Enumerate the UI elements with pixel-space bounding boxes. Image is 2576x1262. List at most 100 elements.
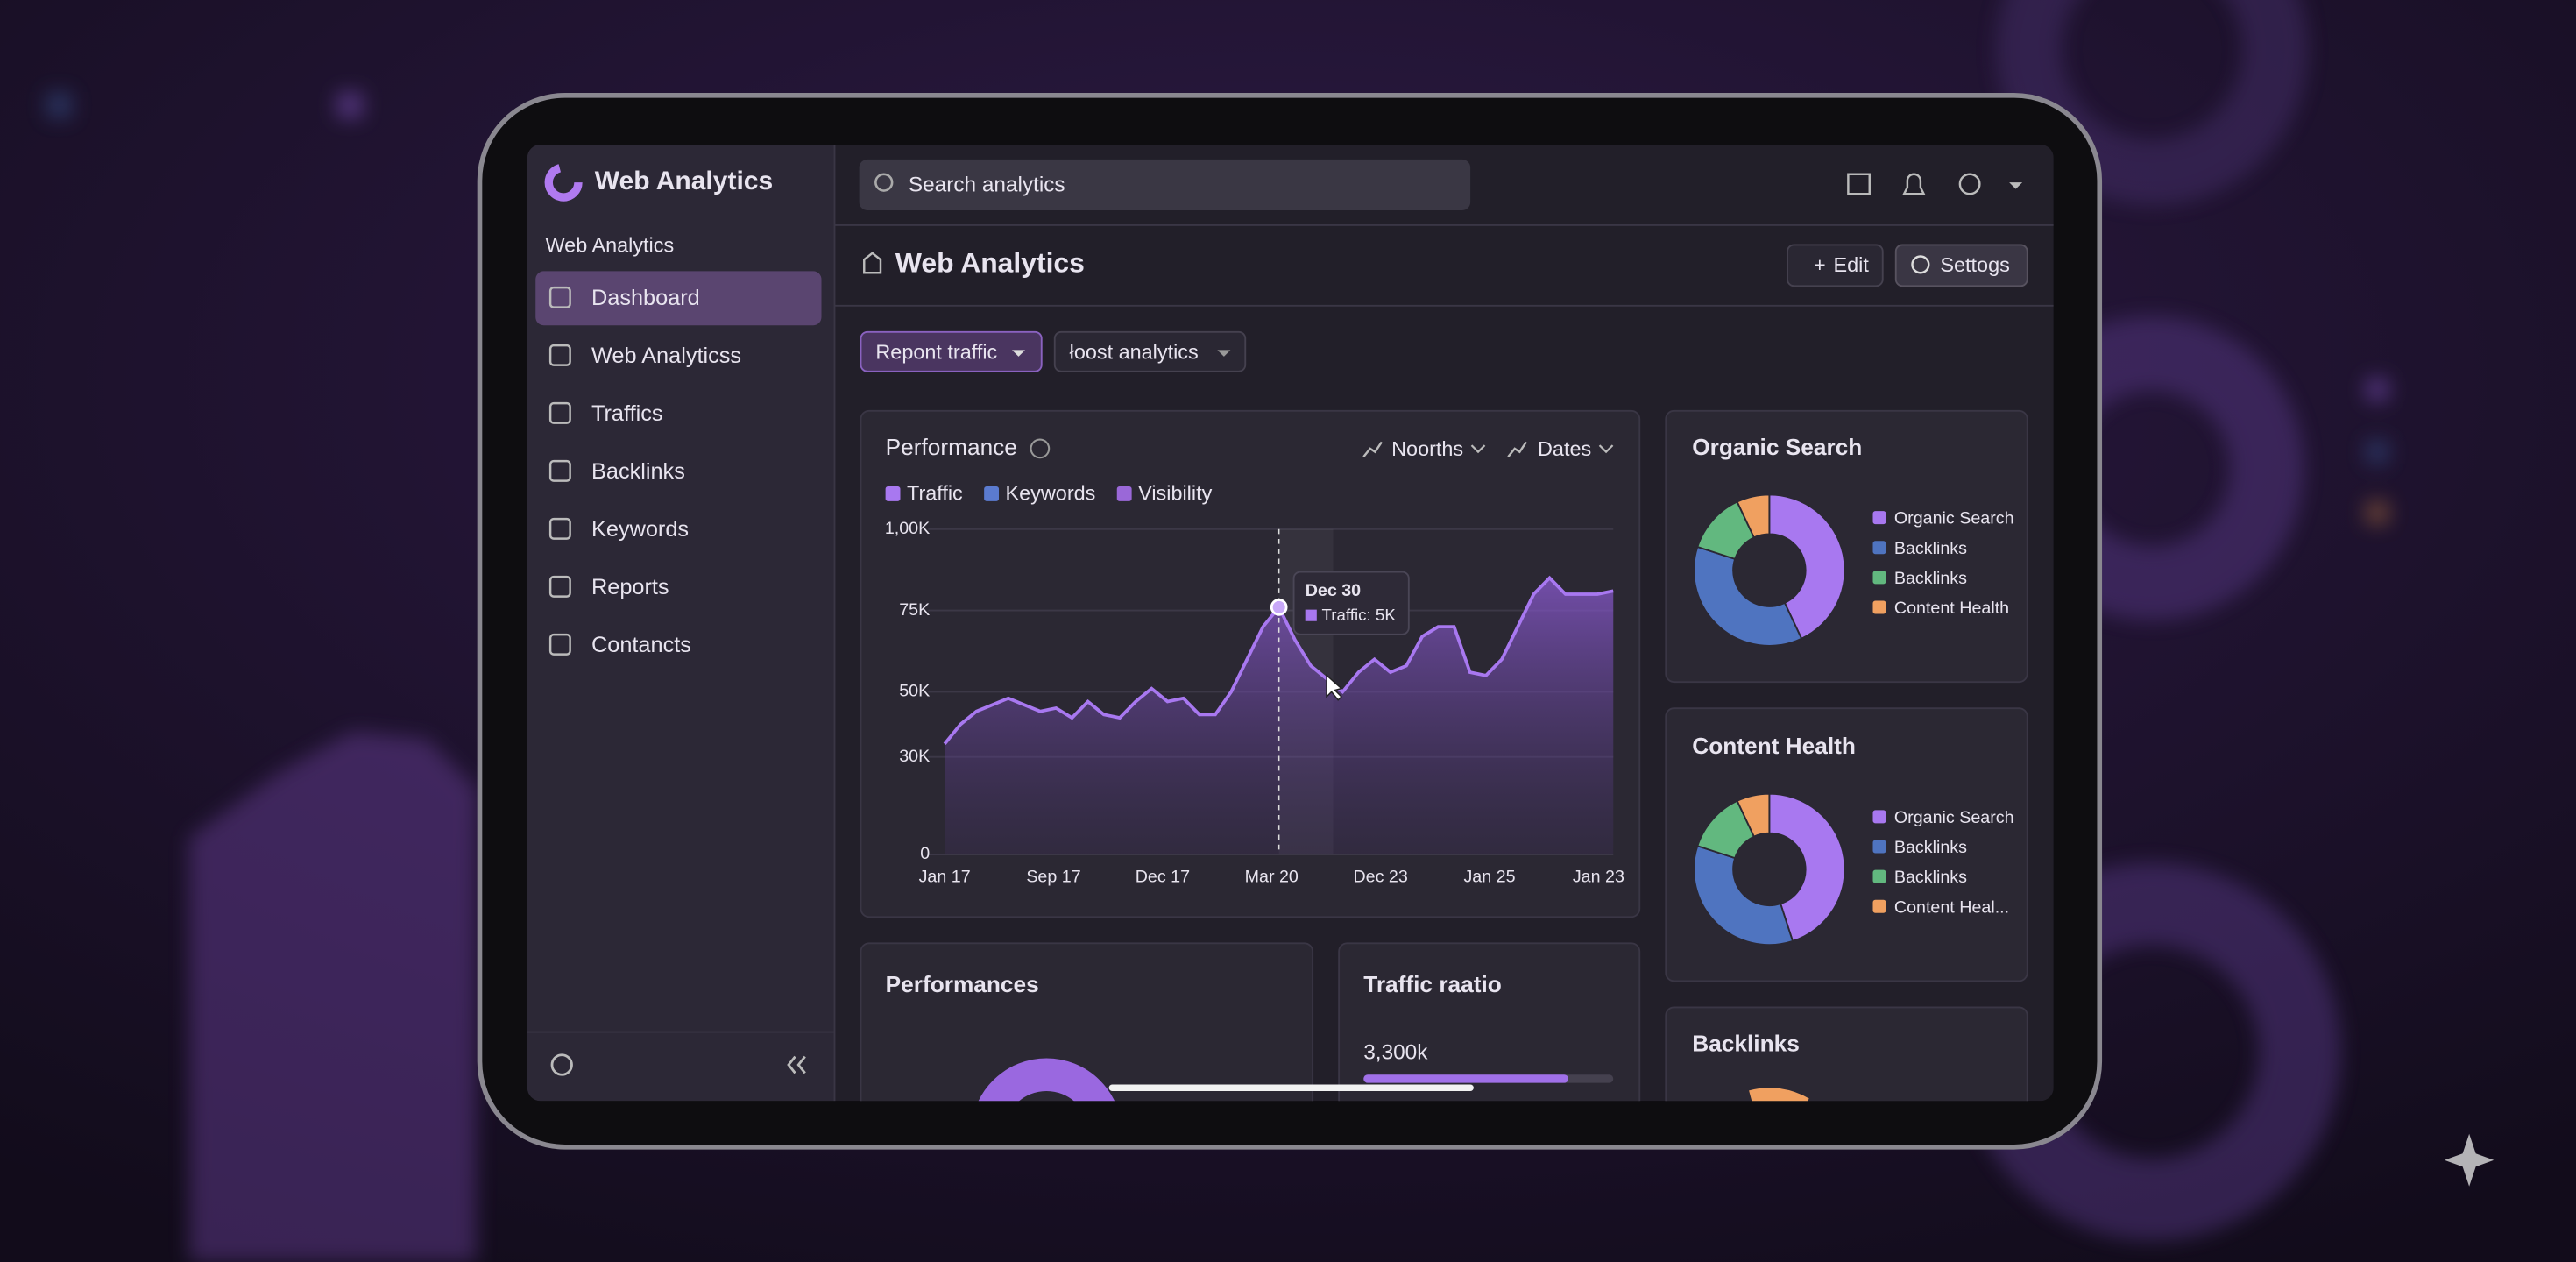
legend-label: Backlinks [1894,868,1967,887]
legend-swatch [885,486,901,501]
nav-icon [548,633,571,656]
donut-segment [1768,792,1846,943]
legend-swatch [1872,511,1886,525]
nav-item[interactable]: Keywords [591,517,689,542]
edit-button[interactable] [1787,244,1884,287]
y-tick-label: 30K [899,747,930,766]
legend-label: Backlinks [1894,838,1967,857]
nav-icon [548,344,571,366]
page-title: Web Analytics [895,246,1085,278]
bell-icon[interactable] [1902,173,1926,195]
nav-section: Web Analytics [546,233,675,256]
logo [544,163,583,202]
home-indicator [1108,1084,1474,1091]
x-tick-label: Jan 25 [1463,867,1515,886]
y-tick-label: 75K [899,600,930,620]
legend-label: Content Heal... [1894,897,2009,917]
filter-boost-label: łoost analytics [1070,340,1199,363]
legend-label: Keywords [1006,482,1096,505]
settings-button[interactable] [1894,244,2028,287]
legend-swatch [1872,840,1886,854]
area-fill [945,578,1614,854]
caret [1470,444,1486,454]
legend-label: Traffic [907,482,963,505]
nav-item[interactable]: Contancts [591,633,691,657]
donut-segment [1736,493,1771,539]
nav-icon [548,459,571,482]
progress-bar [1363,1074,1568,1083]
caret [1217,350,1231,357]
tooltip-text: Traffic: 5K [1321,606,1396,624]
legend-swatch [1872,571,1886,585]
control-icon [1507,441,1527,458]
card-title: Content Health [1692,733,1856,759]
legend-swatch [1872,899,1886,913]
card-title: Performance [886,434,1017,460]
nav-item[interactable]: Reports [591,575,669,599]
y-tick-label: 1,00K [885,519,930,538]
tooltip [1292,571,1410,635]
nav-icon [548,575,571,598]
account-icon[interactable] [1958,173,1981,195]
x-tick-label: Mar 20 [1245,867,1299,886]
filter-boost[interactable] [1053,330,1247,372]
legend-swatch [984,486,1000,501]
y-tick-label: 0 [920,844,930,863]
control-label[interactable]: Dates [1538,437,1591,460]
brand: Web Analytics [595,167,773,195]
nav-item[interactable]: Traffics [591,401,663,426]
legend-label: Backlinks [1894,539,1967,558]
card-title: Organic Search [1692,434,1862,460]
backlinks-card [1665,1006,2028,1102]
account-caret[interactable] [2009,182,2023,189]
x-tick-label: Sep 17 [1026,867,1080,886]
cursor [1326,673,1343,701]
nav-item[interactable]: Dashboard [591,286,700,310]
card-title: Traffic raatio [1363,971,1502,997]
donut-segment [1693,545,1803,647]
search-box[interactable] [859,159,1471,210]
blurred-backdrop [46,0,2389,1262]
legend-swatch [1872,600,1886,614]
search-placeholder: Search analytics [909,173,1065,196]
legend-swatch [1872,541,1886,555]
control-icon [1362,441,1383,458]
legend-label: Organic Search [1894,808,2014,827]
collapse-icon[interactable] [787,1055,806,1074]
tooltip-title: Dec 30 [1306,581,1361,600]
gear-icon [1911,255,1930,274]
settings-icon[interactable] [550,1053,573,1076]
settings-label: Settogs [1940,253,2009,276]
nav-item[interactable]: Web Analyticss [591,344,741,368]
edit-label: Edit [1834,253,1870,276]
legend-label: Organic Search [1894,509,2014,528]
app: Web Analytics Web Analytics Search analy… [527,145,2054,1102]
nav-icon [548,401,571,424]
legend-label: Backlinks [1894,569,1967,588]
calendar-icon[interactable] [1847,173,1871,195]
legend-swatch [1872,869,1886,883]
x-tick-label: Dec 17 [1136,867,1190,886]
x-tick-label: Dec 23 [1353,867,1407,886]
donut-segment [1768,493,1846,640]
filter-report[interactable] [860,330,1043,372]
nav-icon [548,286,571,308]
y-tick-label: 50K [899,682,930,701]
filter-report-label: Repont traffic [875,340,997,363]
hover-point [1270,599,1288,616]
tooltip-swatch [1305,609,1317,621]
x-tick-label: Jan 23 [1573,867,1624,886]
search-icon [874,173,894,192]
legend-swatch [1872,810,1886,824]
legend-label: Visibility [1138,482,1212,505]
nav-item[interactable]: Backlinks [591,459,685,484]
performances-donut-peek [971,1058,1122,1102]
legend-swatch [1116,486,1132,501]
donut-segment [1693,845,1794,946]
control-label[interactable]: Noorths [1391,437,1463,460]
legend-label: Content Health [1894,599,2009,618]
nav-active[interactable] [535,271,822,326]
page-icon [863,252,882,274]
